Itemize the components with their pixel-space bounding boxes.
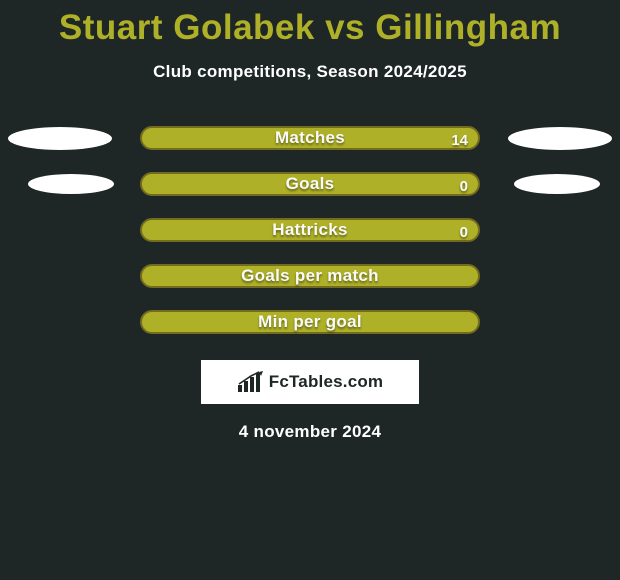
stat-row: Hattricks 0: [0, 218, 620, 242]
stat-value: 14: [451, 128, 468, 152]
stat-bar: Matches 14: [140, 126, 480, 150]
placeholder-ellipse-left: [28, 174, 114, 194]
comparison-infographic: Stuart Golabek vs Gillingham Club compet…: [0, 0, 620, 580]
stat-label: Matches: [275, 128, 345, 148]
stat-label: Goals per match: [241, 266, 379, 286]
stat-label: Min per goal: [258, 312, 362, 332]
stat-bar: Min per goal: [140, 310, 480, 334]
brand-badge: FcTables.com: [201, 360, 419, 404]
stat-bar: Hattricks 0: [140, 218, 480, 242]
stat-row: Goals 0: [0, 172, 620, 196]
page-subtitle: Club competitions, Season 2024/2025: [0, 62, 620, 82]
placeholder-ellipse-right: [508, 127, 612, 150]
stat-row: Matches 14: [0, 126, 620, 150]
date-text: 4 november 2024: [0, 422, 620, 442]
stat-label: Goals: [286, 174, 335, 194]
brand-bars-icon: [237, 371, 263, 393]
stat-label: Hattricks: [272, 220, 347, 240]
stat-value: 0: [460, 174, 468, 198]
stat-row: Goals per match: [0, 264, 620, 288]
stat-rows: Matches 14 Goals 0 Hattricks 0 Goals per match…: [0, 126, 620, 334]
placeholder-ellipse-left: [8, 127, 112, 150]
placeholder-ellipse-right: [514, 174, 600, 194]
brand-text: FcTables.com: [269, 372, 384, 392]
page-title: Stuart Golabek vs Gillingham: [0, 0, 620, 48]
stat-bar: Goals per match: [140, 264, 480, 288]
stat-value: 0: [460, 220, 468, 244]
stat-bar: Goals 0: [140, 172, 480, 196]
stat-row: Min per goal: [0, 310, 620, 334]
